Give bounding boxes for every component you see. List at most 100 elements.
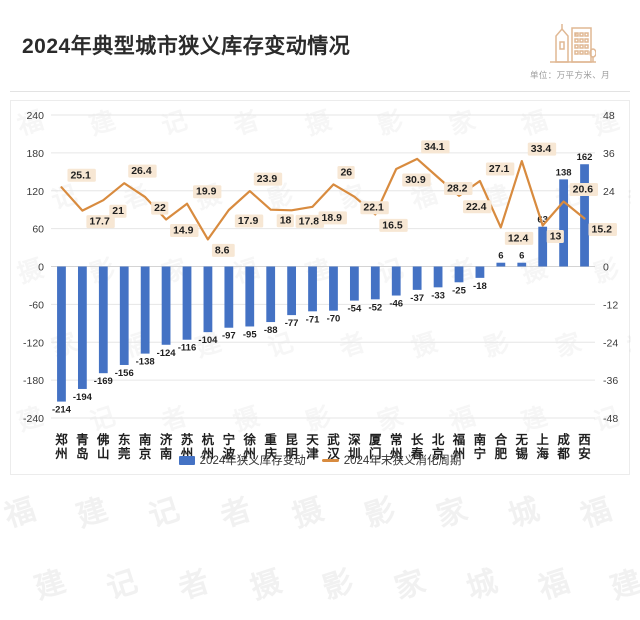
svg-text:建: 建	[86, 106, 118, 140]
category-label: 杭	[202, 432, 215, 447]
svg-text:12.4: 12.4	[508, 232, 529, 244]
unit-label: 单位：万平方米、月	[529, 70, 611, 80]
line-label-bg	[485, 162, 515, 176]
axis-right-ticks: 483624120-12-24-36-48	[603, 110, 618, 425]
svg-text:240: 240	[26, 110, 44, 122]
svg-text:120: 120	[26, 186, 44, 198]
line-label-bg	[128, 164, 157, 178]
bar	[245, 266, 255, 327]
bar	[517, 262, 527, 267]
footer-watermark: 摄	[288, 493, 328, 534]
svg-text:建: 建	[518, 402, 550, 436]
bar	[224, 266, 234, 328]
category-label: 州	[201, 447, 215, 461]
svg-text:-88: -88	[264, 325, 278, 336]
bar	[454, 266, 464, 283]
svg-text:19.9: 19.9	[196, 186, 217, 198]
svg-text:18: 18	[280, 215, 292, 227]
category-label: 重	[264, 432, 277, 447]
svg-text:-240: -240	[23, 413, 44, 425]
category-label: 南	[474, 432, 487, 447]
footer-watermark: 影	[318, 565, 358, 606]
svg-text:-214: -214	[52, 405, 72, 416]
category-label: 肥	[495, 446, 508, 461]
bar	[161, 266, 171, 345]
category-label: 京	[432, 446, 445, 461]
svg-text:-138: -138	[136, 357, 155, 368]
line-label-bg	[211, 243, 235, 257]
svg-text:-120: -120	[23, 337, 44, 349]
footer-watermark: 福	[534, 565, 574, 606]
svg-text:-36: -36	[603, 375, 618, 387]
category-label: 州	[243, 447, 257, 461]
category-label: 岛	[76, 446, 89, 461]
svg-text:23.9: 23.9	[257, 173, 278, 185]
svg-text:17.9: 17.9	[238, 215, 259, 227]
svg-text:26: 26	[340, 166, 352, 178]
line-label-bg	[67, 168, 96, 182]
svg-text:-46: -46	[389, 299, 403, 310]
svg-text:-52: -52	[368, 302, 382, 313]
svg-text:摄: 摄	[408, 328, 441, 363]
bar	[57, 266, 66, 402]
svg-text:14.9: 14.9	[173, 224, 194, 236]
svg-text:180: 180	[26, 148, 44, 160]
line-value-labels: 25.1 17.721 26.4 22 14.9 19.9 8.6 17.9 23.9 18 17.…	[67, 140, 617, 257]
svg-text:福: 福	[445, 402, 478, 437]
line-label-bg	[337, 165, 355, 179]
svg-text:家: 家	[374, 401, 407, 436]
svg-text:者: 者	[624, 180, 631, 214]
svg-text:记: 记	[86, 402, 118, 436]
footer-watermark: 者	[216, 493, 256, 534]
header: 2024年典型城市狭义库存变动情况 单位：万平方米、月	[0, 0, 640, 92]
category-label: 上	[536, 432, 549, 447]
unit-block: 单位：万平方米、月	[514, 16, 626, 81]
category-label: 昆	[285, 432, 298, 447]
svg-text:家: 家	[552, 327, 585, 362]
footer-watermark: 建	[606, 565, 640, 606]
legend-item-line[interactable]: 2024年末狭义消化周期	[321, 452, 461, 468]
category-label: 州	[54, 447, 68, 461]
category-label: 北	[432, 432, 445, 447]
category-label: 津	[306, 446, 319, 461]
svg-text:家: 家	[446, 105, 479, 140]
svg-text:0: 0	[38, 262, 44, 274]
legend-item-bar[interactable]: 2024年狭义库存变动	[178, 452, 306, 468]
svg-text:记: 记	[158, 106, 190, 140]
category-label: 都	[556, 446, 570, 461]
legend-bar-label: 2024年狭义库存变动	[199, 455, 306, 467]
category-label: 东	[118, 432, 131, 447]
category-label: 南	[160, 446, 173, 461]
bar	[370, 266, 380, 300]
svg-text:福: 福	[517, 106, 550, 141]
category-label: 宁	[223, 432, 236, 447]
svg-text:33.4: 33.4	[531, 143, 552, 155]
svg-text:记: 记	[48, 180, 80, 214]
line-label-bg	[379, 218, 408, 232]
category-label: 厦	[369, 432, 382, 447]
svg-text:-60: -60	[29, 299, 44, 311]
svg-text:-77: -77	[285, 318, 299, 329]
bar	[496, 262, 506, 267]
footer-watermark: 者	[174, 565, 214, 606]
category-label: 合	[495, 432, 508, 447]
svg-text:13: 13	[550, 230, 562, 242]
line-label-bg	[109, 204, 127, 218]
category-label: 春	[410, 446, 424, 461]
svg-text:-37: -37	[410, 293, 424, 304]
category-label: 锡	[516, 446, 529, 461]
line-label-bg	[504, 231, 534, 245]
category-label: 南	[139, 432, 152, 447]
chart-legend: 2024年狭义库存变动 2024年末狭义消化周期	[0, 452, 640, 468]
bar	[329, 266, 338, 311]
svg-text:22: 22	[154, 202, 166, 214]
category-label: 济	[160, 432, 173, 447]
line-label-bg	[151, 201, 169, 215]
category-label: 无	[515, 433, 529, 447]
category-label: 京	[139, 446, 152, 461]
line-label-bg	[527, 142, 557, 156]
category-label: 州	[389, 447, 403, 461]
category-label: 西	[578, 433, 591, 447]
bar	[77, 266, 87, 389]
page-title: 2024年典型城市狭义库存变动情况	[22, 35, 351, 58]
